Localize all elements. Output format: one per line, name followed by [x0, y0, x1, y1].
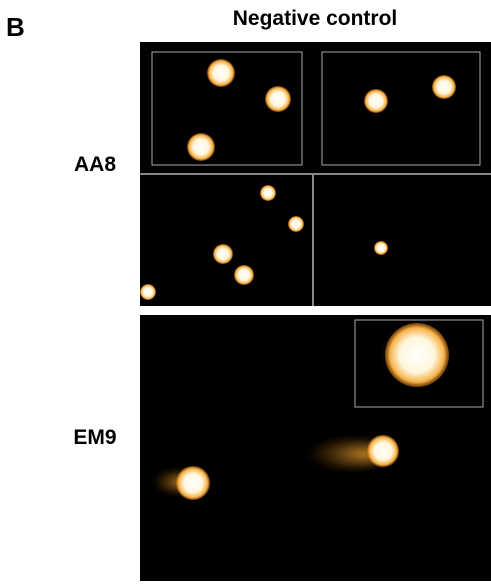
panel-label: B: [6, 12, 25, 42]
row-label: EM9: [73, 426, 116, 449]
panel-title: Negative control: [233, 7, 398, 30]
aa8-image: [140, 42, 491, 306]
figure-panel: B Negative control AA8 EM9: [0, 0, 491, 581]
row-label: AA8: [74, 153, 116, 176]
em9-image: [140, 315, 491, 581]
